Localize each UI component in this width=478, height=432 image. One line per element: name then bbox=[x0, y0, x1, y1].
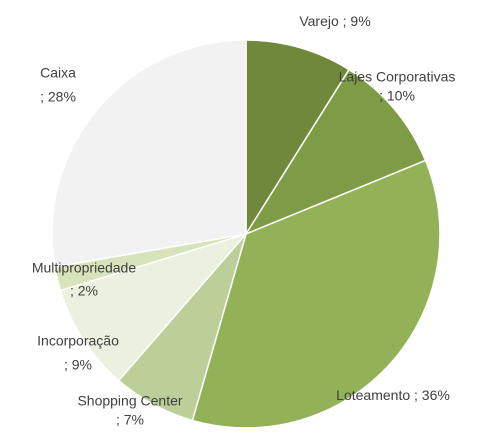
category-name: Varejo bbox=[299, 13, 339, 29]
value-label: ; 28% bbox=[40, 89, 76, 105]
data-label: Lajes Corporativas ; 10% bbox=[339, 69, 456, 104]
category-name: Lajes Corporativas bbox=[339, 69, 456, 85]
data-label: Multipropriedade ; 2% bbox=[32, 260, 136, 299]
data-label-text: Loteamento ; 36% bbox=[336, 387, 450, 403]
data-label: Incorporação ; 9% bbox=[37, 333, 119, 373]
category-name: Shopping Center bbox=[77, 393, 182, 409]
data-label: Loteamento ; 36% bbox=[336, 387, 450, 403]
category-name: Incorporação bbox=[37, 333, 119, 349]
data-label: Caixa ; 28% bbox=[40, 65, 76, 105]
value-label: ; 36% bbox=[414, 387, 450, 403]
category-name: Caixa bbox=[40, 65, 76, 81]
category-name: Multipropriedade bbox=[32, 260, 136, 276]
pie-slice bbox=[245, 39, 351, 237]
value-label: ; 10% bbox=[379, 88, 415, 104]
pie-slice bbox=[244, 68, 427, 236]
data-label: Shopping Center ; 7% bbox=[77, 393, 182, 428]
pie-slice bbox=[59, 232, 249, 382]
value-label: ; 2% bbox=[70, 283, 98, 299]
pie-slice bbox=[51, 39, 247, 268]
value-label: ; 9% bbox=[64, 357, 92, 373]
data-label: Varejo ; 9% bbox=[299, 13, 370, 29]
value-label: ; 9% bbox=[343, 13, 371, 29]
category-name: Loteamento bbox=[336, 387, 410, 403]
value-label: ; 7% bbox=[116, 412, 144, 427]
data-label-text: Varejo ; 9% bbox=[299, 13, 370, 29]
